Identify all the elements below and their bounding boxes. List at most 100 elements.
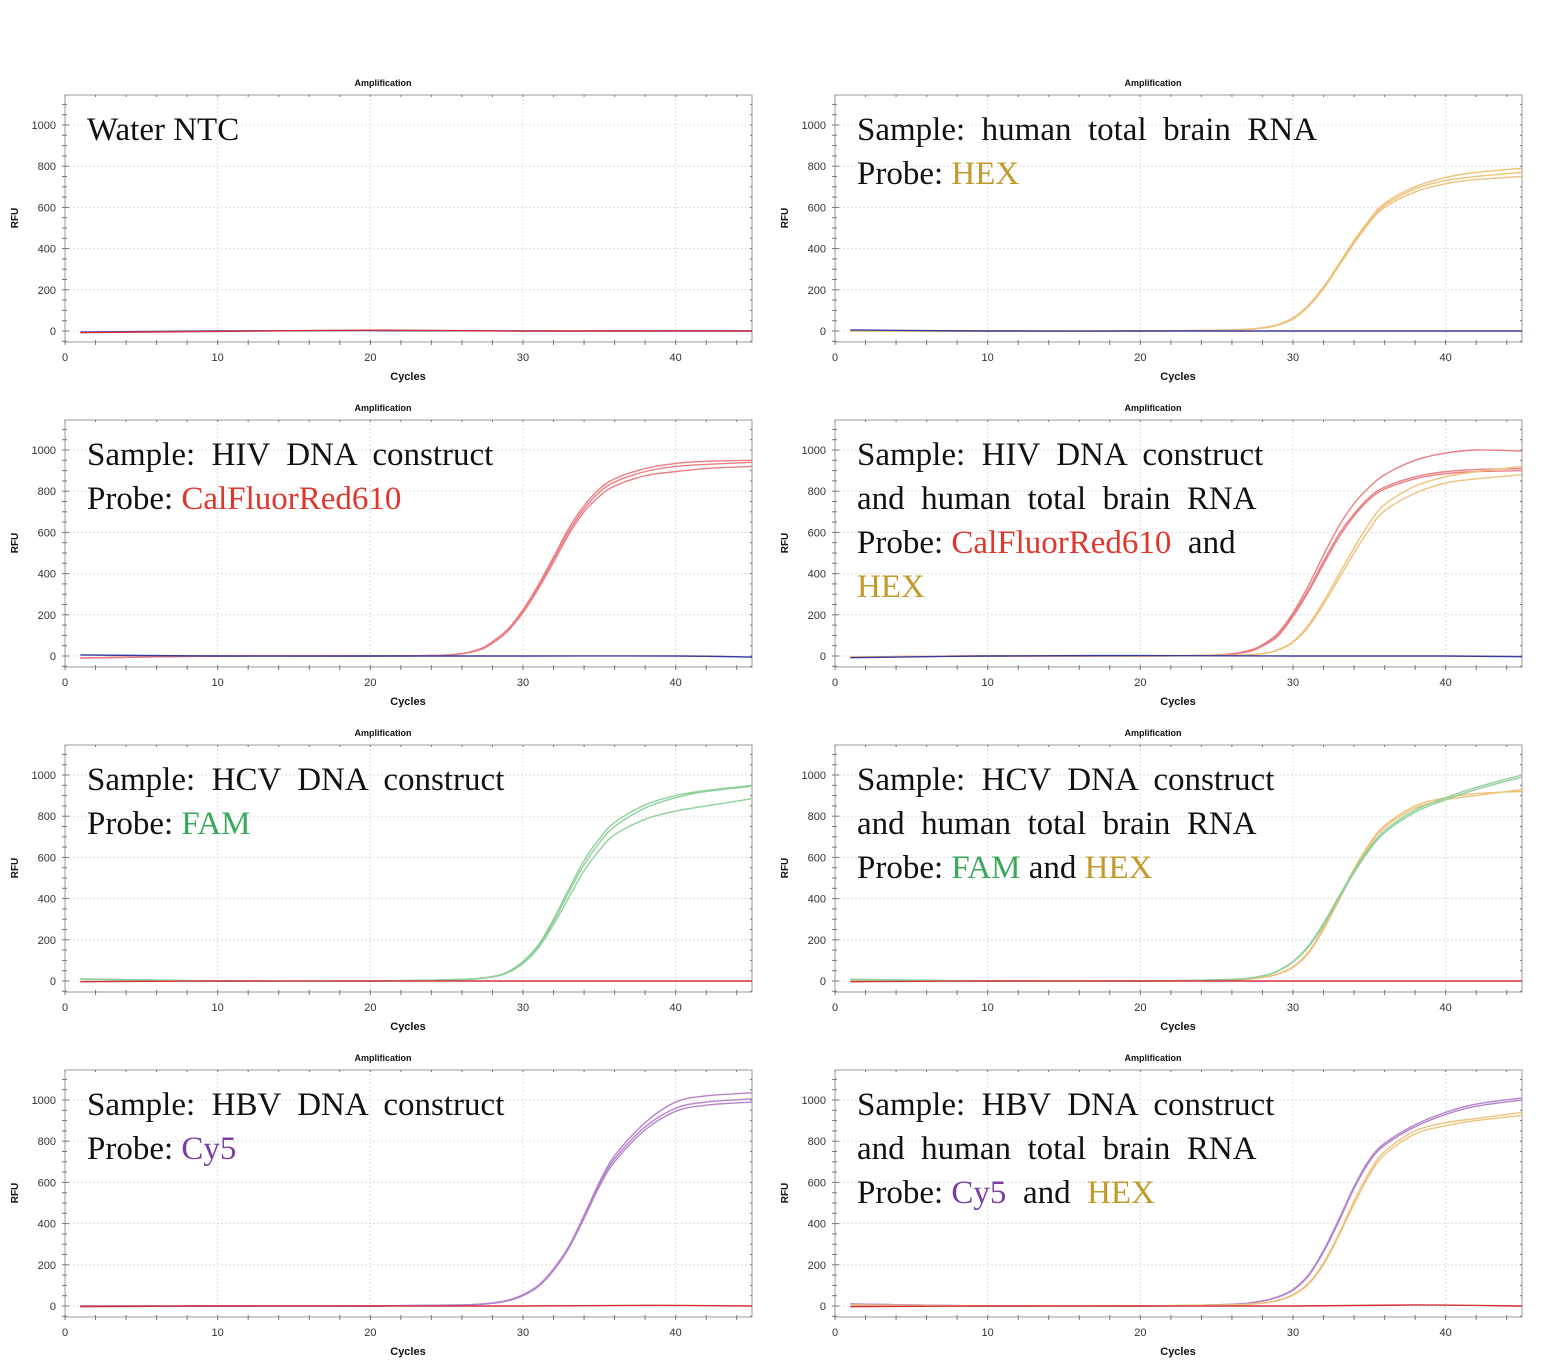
panel-annotation: Sample: HCV DNA construct and human total… [857, 758, 1274, 890]
panel-annotation: Sample: HIV DNA construct Probe: CalFluor… [87, 433, 493, 521]
y-axis-label: RFU [780, 533, 791, 554]
y-axis-label: RFU [10, 208, 21, 229]
x-tick-label: 30 [517, 1327, 529, 1339]
annotation-text: HEX [1084, 850, 1153, 886]
annotation-text: FAM [181, 806, 251, 842]
amplification-curve [850, 175, 1523, 332]
x-tick-label: 0 [832, 1327, 838, 1339]
annotation-text: Sample: human total brain RNA [857, 112, 1318, 148]
annotation-text: Probe: [857, 525, 952, 561]
annotation-line: Sample: HBV DNA construct [857, 1083, 1274, 1127]
y-tick-label: 400 [38, 1219, 56, 1231]
chart-svg: 0 200 400 600 800 1000 0 10 20 30 40 Amplification C… [10, 403, 753, 708]
y-tick-label: 1000 [802, 1095, 826, 1107]
amplification-curve [850, 329, 1522, 332]
x-axis-label: Cycles [390, 1346, 425, 1358]
y-tick-label: 400 [38, 244, 56, 256]
annotation-line: Sample: HBV DNA construct [87, 1083, 504, 1127]
x-tick-label: 30 [517, 1002, 529, 1014]
annotation-text: HEX [1087, 1175, 1155, 1211]
annotation-line: and human total brain RNA [857, 1127, 1274, 1171]
annotation-text: Sample: HIV DNA construct [857, 437, 1264, 473]
y-tick-label: 600 [808, 852, 826, 864]
y-tick-label: 400 [808, 569, 826, 581]
plot-frame [834, 94, 1523, 343]
chart-title: Amplification [354, 78, 411, 88]
annotation-line: Sample: human total brain RNA [857, 108, 1317, 152]
x-axis-label: Cycles [1160, 1346, 1195, 1358]
y-tick-label: 0 [50, 1301, 56, 1313]
chart-svg: 0 200 400 600 800 1000 0 10 20 30 40 Amplification C… [780, 403, 1523, 708]
x-axis-label: Cycles [1160, 696, 1195, 708]
y-tick-label: 1000 [32, 120, 56, 132]
amplification-panel: 0 200 400 600 800 1000 0 10 20 30 40 Amplification C… [0, 1045, 770, 1370]
y-tick-label: 200 [38, 285, 56, 297]
x-tick-label: 20 [1134, 677, 1146, 689]
x-tick-label: 0 [62, 1002, 68, 1014]
y-tick-label: 400 [808, 894, 826, 906]
x-tick-label: 30 [1287, 352, 1299, 364]
annotation-text: and [1020, 850, 1085, 886]
x-tick-label: 40 [1440, 352, 1452, 364]
y-tick-label: 0 [50, 976, 56, 988]
plot-frame [64, 419, 753, 668]
chart-svg: 0 200 400 600 800 1000 0 10 20 30 40 Amplification C… [780, 728, 1523, 1033]
plot-frame [64, 94, 753, 343]
y-tick-label: 0 [820, 326, 826, 338]
x-tick-label: 20 [364, 352, 376, 364]
plot-frame [834, 1069, 1523, 1318]
annotation-text: and [1171, 525, 1236, 561]
y-tick-label: 0 [50, 326, 56, 338]
panel-annotation: Sample: HCV DNA construct Probe: FAM [87, 758, 504, 846]
x-tick-label: 20 [1134, 352, 1146, 364]
chart-title: Amplification [1124, 1053, 1181, 1063]
annotation-line: HEX [857, 565, 1263, 609]
x-tick-label: 10 [982, 1002, 994, 1014]
chart-svg: 0 200 400 600 800 1000 0 10 20 30 40 Amplification C… [10, 1053, 753, 1358]
amplification-curve [80, 1304, 753, 1308]
amplification-panel: 0 200 400 600 800 1000 0 10 20 30 40 Amplification C… [770, 70, 1540, 395]
y-tick-label: 200 [808, 610, 826, 622]
y-tick-label: 800 [808, 486, 826, 498]
amplification-panel: 0 200 400 600 800 1000 0 10 20 30 40 Amplification C… [0, 395, 770, 720]
y-tick-label: 200 [808, 285, 826, 297]
annotation-line: Sample: HIV DNA construct [857, 433, 1263, 477]
annotation-text: Probe: [87, 1131, 182, 1167]
annotation-text: Sample: HCV DNA construct [857, 762, 1275, 798]
y-tick-label: 1000 [32, 770, 56, 782]
amplification-curve [80, 654, 753, 658]
annotation-line: Sample: HCV DNA construct [87, 758, 504, 802]
x-tick-label: 20 [364, 677, 376, 689]
x-tick-label: 10 [982, 352, 994, 364]
x-tick-label: 40 [670, 677, 682, 689]
annotation-text: Sample: HBV DNA construct [87, 1087, 505, 1123]
x-tick-label: 40 [670, 1327, 682, 1339]
y-tick-label: 1000 [802, 120, 826, 132]
chart-title: Amplification [354, 728, 411, 738]
x-tick-label: 10 [212, 352, 224, 364]
y-axis-label: RFU [10, 1183, 21, 1204]
y-tick-label: 800 [808, 811, 826, 823]
annotation-text: Probe: [87, 481, 182, 517]
amplification-curve [80, 980, 752, 983]
panel-annotation: Sample: HBV DNA construct Probe: Cy5 [87, 1083, 504, 1171]
chart-title: Amplification [1124, 78, 1181, 88]
amplification-panel: 0 200 400 600 800 1000 0 10 20 30 40 Amplification C… [0, 720, 770, 1045]
annotation-text: FAM [951, 850, 1021, 886]
y-tick-label: 400 [38, 894, 56, 906]
y-tick-label: 200 [38, 1260, 56, 1272]
annotation-text: Water NTC [87, 112, 240, 148]
y-tick-label: 0 [820, 651, 826, 663]
x-tick-label: 30 [1287, 677, 1299, 689]
x-tick-label: 40 [1440, 677, 1452, 689]
y-tick-label: 600 [38, 202, 56, 214]
x-tick-label: 30 [1287, 1327, 1299, 1339]
chart-svg: 0 200 400 600 800 1000 0 10 20 30 40 Amplification C… [10, 728, 753, 1033]
amplification-curve [850, 171, 1523, 332]
chart-svg: 0 200 400 600 800 1000 0 10 20 30 40 Amplification C… [780, 1053, 1523, 1358]
plot-frame [64, 1069, 753, 1318]
amplification-curve [850, 980, 1522, 983]
annotation-line: Probe: FAM [87, 802, 504, 846]
y-axis-label: RFU [780, 858, 791, 879]
y-tick-label: 1000 [802, 770, 826, 782]
